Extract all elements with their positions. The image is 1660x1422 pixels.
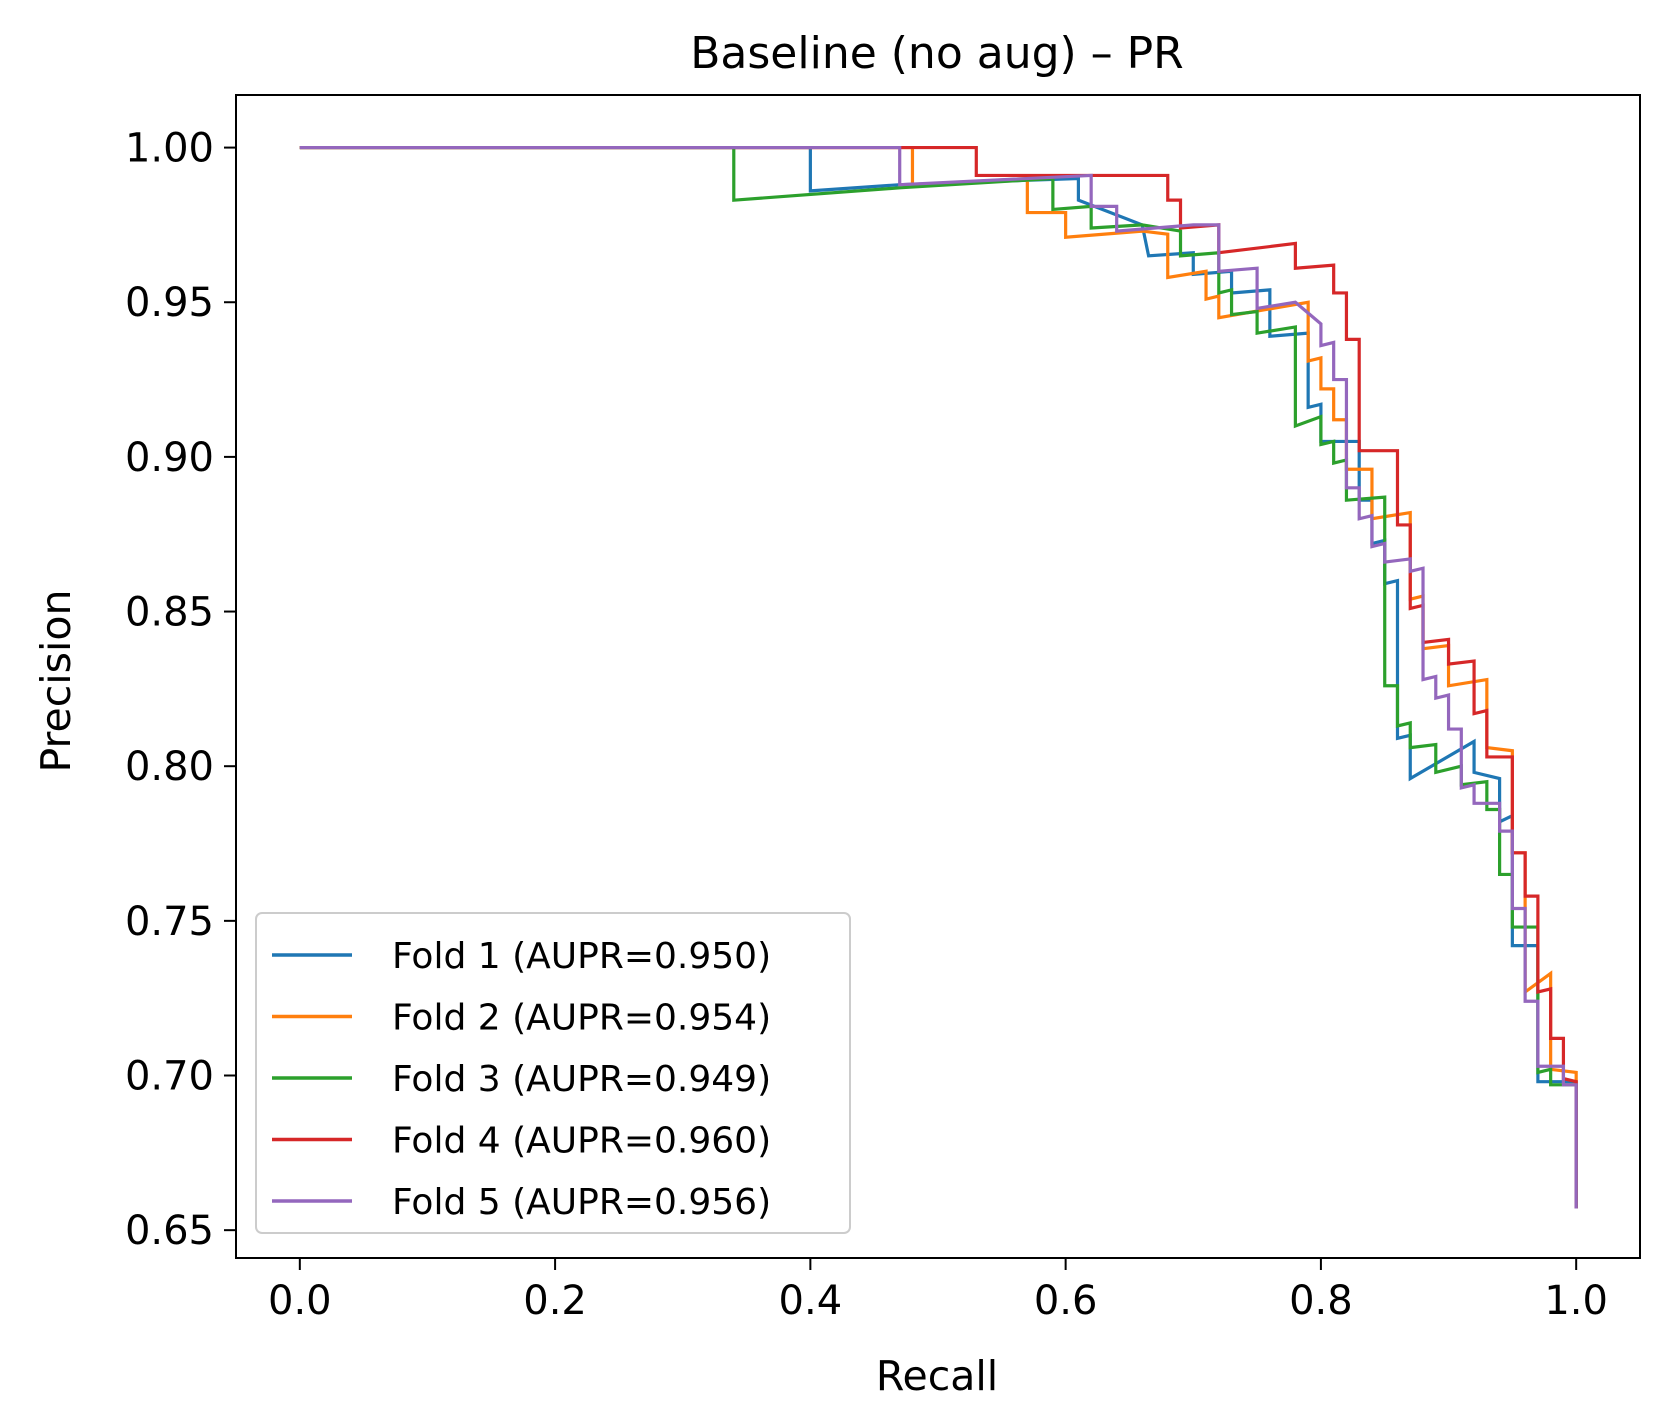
x-tick-label: 0.4 (779, 1278, 843, 1324)
axes-frame (235, 94, 1641, 1259)
y-tick-label: 0.85 (125, 590, 214, 636)
chart-title: Baseline (no aug) – PR (690, 28, 1184, 79)
x-tick-label: 0.6 (1034, 1278, 1098, 1324)
legend-label-fold-5: Fold 5 (AUPR=0.956) (392, 1182, 771, 1223)
legend-label-fold-1: Fold 1 (AUPR=0.950) (392, 936, 771, 977)
x-tick-label: 0.2 (523, 1278, 587, 1324)
y-tick-label: 0.95 (125, 280, 214, 326)
legend-label-fold-3: Fold 3 (AUPR=0.949) (392, 1059, 771, 1100)
y-tick-label: 0.90 (125, 435, 214, 481)
y-tick-label: 1.00 (125, 126, 214, 172)
y-tick-label: 0.75 (125, 899, 214, 945)
y-tick-label: 0.80 (125, 744, 214, 790)
series-line-fold-5 (299, 145, 1578, 1209)
x-tick-label: 1.0 (1544, 1278, 1608, 1324)
y-tick-label: 0.70 (125, 1054, 214, 1100)
x-axis-label: Recall (876, 1352, 998, 1400)
plot-area: 0.0 0.2 0.4 0.6 0.8 1.0 0.65 0.70 0.75 0.80 0.85 0.… (125, 94, 1641, 1324)
legend-label-fold-4: Fold 4 (AUPR=0.960) (392, 1121, 771, 1162)
legend-box (255, 912, 851, 1234)
x-tick-label: 0.0 (268, 1278, 332, 1324)
y-axis-label: Precision (32, 590, 80, 773)
legend-label-fold-2: Fold 2 (AUPR=0.954) (392, 998, 771, 1039)
y-tick-label: 0.65 (125, 1208, 214, 1254)
x-tick-label: 0.8 (1289, 1278, 1353, 1324)
